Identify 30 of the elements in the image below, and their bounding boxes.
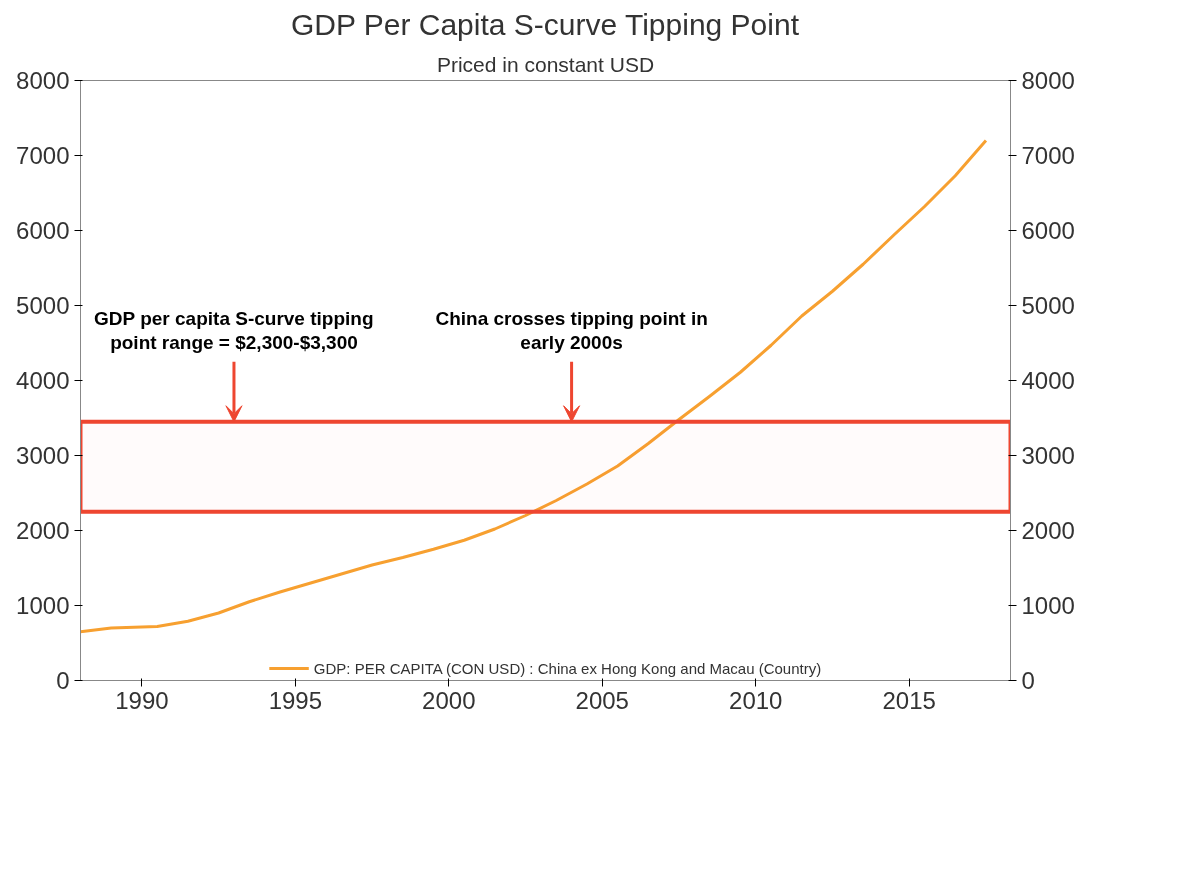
y-tick-label: 1000 [16, 592, 70, 619]
y-tick-label: 4000 [16, 367, 70, 394]
y-tick-label: 6000 [16, 217, 70, 244]
y-tick-label: 8000 [16, 67, 70, 94]
x-tick-label: 1995 [268, 686, 323, 714]
line-series [80, 139, 988, 634]
y2-tick-label: 8000 [1021, 67, 1075, 94]
y-tick-label: 7000 [16, 142, 70, 169]
x-tick-label: 2015 [882, 686, 936, 714]
x-tick-label: 1990 [115, 686, 169, 714]
annotation: China crosses tipping point in early 2000s [435, 307, 708, 353]
y-tick-label: 3000 [16, 442, 70, 469]
y2-tick-label: 6000 [1021, 217, 1075, 244]
x-tick-label: 2010 [729, 686, 783, 714]
x-tick-label: 2000 [422, 686, 476, 714]
y2-tick-label: 3000 [1021, 442, 1075, 469]
y2-tick-label: 4000 [1021, 367, 1075, 394]
y-tick-label: 0 [56, 667, 70, 694]
y-tick-label: 2000 [16, 517, 70, 544]
chart-subtitle: Priced in constant USD [436, 52, 655, 76]
y2-tick-label: 0 [1021, 667, 1035, 694]
y2-tick-label: 7000 [1021, 142, 1075, 169]
x-tick-label: 2005 [575, 686, 629, 714]
legend-label: GDP: PER CAPITA (CON USD) : China ex Hong Kong and Macau (Country) [313, 659, 822, 677]
chart-title: GDP Per Capita S-curve Tipping Point [290, 7, 800, 41]
y2-tick-label: 2000 [1021, 517, 1075, 544]
y-tick-label: 5000 [16, 292, 70, 319]
annotation: GDP per capita S-curve tipping point range = $2,300-$3,300 [94, 307, 374, 353]
y2-tick-label: 5000 [1021, 292, 1075, 319]
y2-tick-label: 1000 [1021, 592, 1075, 619]
